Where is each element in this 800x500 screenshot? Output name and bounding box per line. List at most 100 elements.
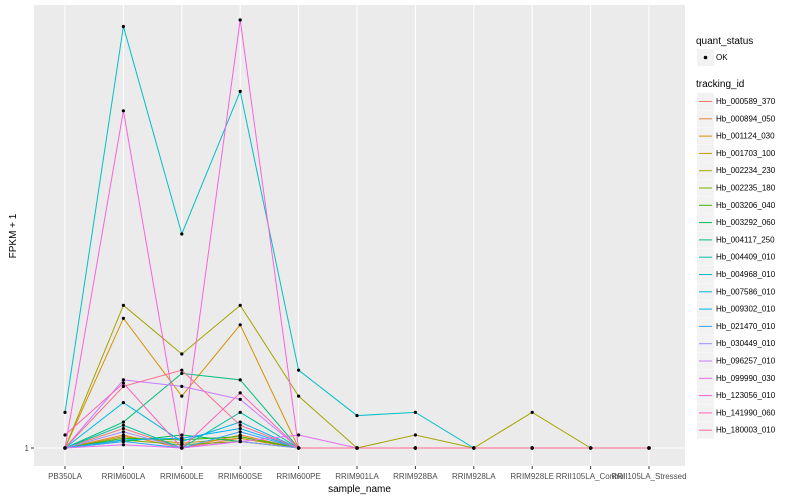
- data-point: [121, 303, 125, 307]
- data-point: [238, 423, 242, 427]
- data-point: [121, 24, 125, 29]
- data-point: [238, 397, 242, 401]
- data-point: [121, 430, 125, 434]
- legend-title-quant-status: quant_status: [696, 36, 753, 47]
- data-point: [121, 423, 125, 427]
- x-tick-label: RRIM600SE: [218, 472, 262, 481]
- data-point: [121, 109, 125, 113]
- grid-major: [34, 5, 685, 466]
- legend-label-tracking-id: Hb_004117_250: [716, 235, 775, 244]
- data-point: [472, 446, 476, 450]
- data-point: [121, 443, 125, 447]
- x-tick-label: RRIM600PE: [276, 472, 320, 481]
- data-point: [180, 232, 184, 236]
- data-point: [413, 433, 417, 437]
- data-point: [238, 378, 242, 382]
- legend-tracking-id: tracking_id Hb_000589_370 Hb_000894_050 Hb…: [696, 79, 776, 439]
- legend-label-tracking-id: Hb_096257_010: [716, 357, 776, 366]
- legend-label-tracking-id: Hb_001124_030: [716, 132, 775, 141]
- data-point: [180, 446, 184, 450]
- legend-label-tracking-id: Hb_003292_060: [716, 218, 776, 227]
- legend-label-quant-status: OK: [716, 53, 728, 62]
- data-point: [121, 384, 125, 388]
- legend-label-tracking-id: Hb_002234_230: [716, 166, 776, 175]
- x-tick-label: RRII105LA_Control: [556, 472, 626, 481]
- legend-key-point: [703, 55, 708, 60]
- data-point: [180, 433, 184, 437]
- x-axis: PB350LA RRIM600LA RRIM600LE RRIM600SE RRIM60…: [48, 466, 687, 481]
- data-point: [180, 436, 184, 440]
- legend-label-tracking-id: Hb_000589_370: [716, 97, 776, 106]
- data-point: [121, 439, 125, 444]
- data-point: [238, 18, 242, 22]
- data-point: [413, 410, 417, 414]
- data-point: [180, 352, 184, 356]
- data-point: [121, 426, 125, 431]
- x-tick-label: RRII105LA_Stressed: [611, 472, 686, 481]
- x-tick-label: PB350LA: [48, 472, 82, 481]
- x-tick-label: RRIM928LA: [452, 472, 496, 481]
- data-point: [180, 368, 184, 372]
- data-point: [63, 433, 67, 437]
- x-tick-label: RRIM600LE: [160, 472, 204, 481]
- data-point: [297, 446, 301, 450]
- data-point: [355, 446, 359, 450]
- data-point: [238, 426, 242, 431]
- data-point: [647, 446, 651, 450]
- legend-label-tracking-id: Hb_004968_010: [716, 270, 776, 279]
- legend-label-tracking-id: Hb_003206_040: [716, 201, 776, 210]
- data-point: [121, 401, 125, 405]
- data-point: [238, 430, 242, 434]
- data-point: [121, 378, 125, 382]
- data-point: [297, 368, 301, 372]
- legend-title-tracking-id: tracking_id: [696, 79, 744, 90]
- y-tick-label: 1: [25, 444, 30, 453]
- y-axis-title: FPKM + 1: [8, 213, 19, 258]
- legend-label-tracking-id: Hb_123056_010: [716, 391, 776, 400]
- legend-label-tracking-id: Hb_009302_010: [716, 305, 776, 314]
- legend-label-tracking-id: Hb_141990_060: [716, 408, 776, 417]
- data-point: [238, 420, 242, 424]
- data-point: [297, 433, 301, 437]
- data-point: [530, 446, 534, 450]
- x-axis-title: sample_name: [328, 484, 391, 495]
- legend-label-tracking-id: Hb_030449_010: [716, 339, 776, 348]
- data-point: [180, 394, 184, 398]
- x-tick-label: RRIM928BA: [393, 472, 438, 481]
- legend-label-tracking-id: Hb_180003_010: [716, 426, 776, 435]
- data-point: [297, 394, 301, 398]
- data-point: [63, 410, 67, 414]
- data-point: [121, 316, 125, 320]
- data-point: [238, 435, 242, 439]
- data-point: [413, 446, 417, 450]
- data-point: [180, 439, 184, 444]
- legend-label-tracking-id: Hb_001703_100: [716, 149, 776, 158]
- data-point: [238, 303, 242, 307]
- data-point: [180, 443, 184, 447]
- x-tick-label: RRIM901LA: [335, 472, 379, 481]
- y-axis: 1: [25, 444, 34, 453]
- legend-quant-status: quant_status OK: [696, 36, 753, 66]
- data-point: [238, 439, 242, 444]
- legend-label-tracking-id: Hb_099990_030: [716, 374, 776, 383]
- data-point: [589, 446, 593, 450]
- series-points: [63, 18, 651, 450]
- legend-label-tracking-id: Hb_021470_010: [716, 322, 776, 331]
- data-point: [238, 89, 242, 93]
- data-point: [63, 446, 67, 450]
- data-point: [121, 420, 125, 424]
- data-point: [238, 410, 242, 414]
- data-point: [180, 384, 184, 388]
- x-tick-label: RRIM600LA: [102, 472, 146, 481]
- data-point: [238, 391, 242, 395]
- x-tick-label: RRIM928LE: [510, 472, 554, 481]
- legend-label-tracking-id: Hb_007586_010: [716, 287, 776, 296]
- data-point: [180, 371, 184, 376]
- plot-panel: [34, 5, 685, 466]
- legend-label-tracking-id: Hb_002235_180: [716, 184, 776, 193]
- data-point: [238, 323, 242, 327]
- data-point: [355, 413, 359, 418]
- data-point: [530, 410, 534, 414]
- legend-label-tracking-id: Hb_000894_050: [716, 114, 776, 123]
